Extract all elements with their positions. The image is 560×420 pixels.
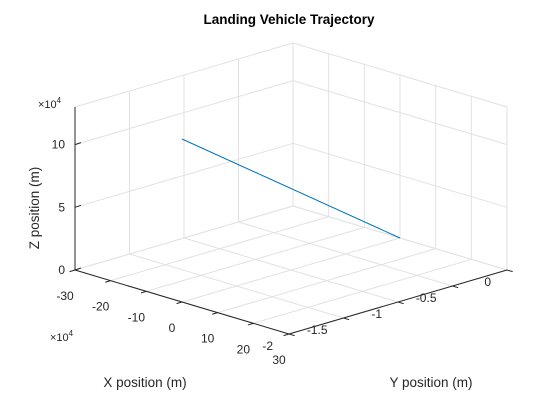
z-tick-label: 0 [58, 263, 65, 277]
y-tick-label: 20 [237, 342, 251, 356]
grid-line-y-floor [110, 216, 329, 282]
chart-title: Landing Vehicle Trajectory [203, 12, 375, 27]
grid-top-edge-yz [292, 42, 508, 108]
x-tick-label: -1.5 [307, 323, 328, 337]
y-tick-mark [176, 301, 183, 305]
grid-top-edge-xz [74, 42, 294, 108]
y-tick-label: -30 [56, 289, 74, 303]
x-tick-mark [343, 317, 350, 321]
y-axis-label: Y position (m) [389, 375, 472, 390]
y-tick-mark [140, 290, 147, 294]
x-tick-mark [452, 285, 459, 289]
z-tick-label: 5 [58, 200, 65, 214]
x-axis-label: X position (m) [103, 375, 186, 390]
y-tick-mark [212, 312, 218, 315]
z-multiplier: ×104 [38, 96, 62, 111]
x-tick-label: -0.5 [416, 291, 437, 305]
x-tick-mark [506, 269, 513, 273]
x-tick-label: 0 [484, 275, 491, 289]
plot-lines [181, 138, 401, 239]
z-tick-mark [74, 204, 82, 208]
trajectory-line [181, 138, 401, 239]
grid-line-y-floor [181, 237, 401, 303]
y-tick-label: -10 [128, 310, 146, 324]
grid-line-y-floor [217, 248, 436, 314]
grid-line-z-wall-yz [292, 142, 508, 208]
z-tick-mark [74, 267, 82, 271]
y-tick-label: -20 [92, 300, 110, 314]
y-tick-mark [283, 333, 290, 337]
grid-line-y-floor [146, 226, 365, 292]
y-tick-label: 10 [201, 332, 215, 346]
z-tick-label: 10 [52, 138, 66, 152]
y-tick-mark [247, 322, 254, 326]
y-tick-mark [105, 280, 111, 283]
axis-lines [69, 107, 513, 337]
z-tick-mark [74, 142, 82, 146]
x-tick-mark [288, 333, 295, 337]
x-tick-label: -1 [371, 307, 382, 321]
grid-line-z-wall-xz [74, 142, 294, 208]
x-tick-mark [397, 301, 404, 305]
y-tick-label: 30 [272, 353, 286, 367]
y-tick-mark [69, 269, 76, 273]
grid-line-z-wall-yz [292, 80, 508, 146]
grid-line-z-wall-xz [74, 80, 294, 146]
z-axis-label: Z position (m) [27, 167, 42, 250]
tick-labels: -2 -1.5 -1 -0.5 0 -30 -20 -10 0 10 20 30 0 5 10 [52, 138, 492, 367]
y-tick-label: 0 [169, 321, 176, 335]
x-multiplier: ×104 [50, 329, 74, 344]
grid-line-y-floor [253, 258, 472, 324]
x-tick-label: -2 [262, 339, 273, 353]
grid-line-z-wall-xz [74, 205, 294, 271]
